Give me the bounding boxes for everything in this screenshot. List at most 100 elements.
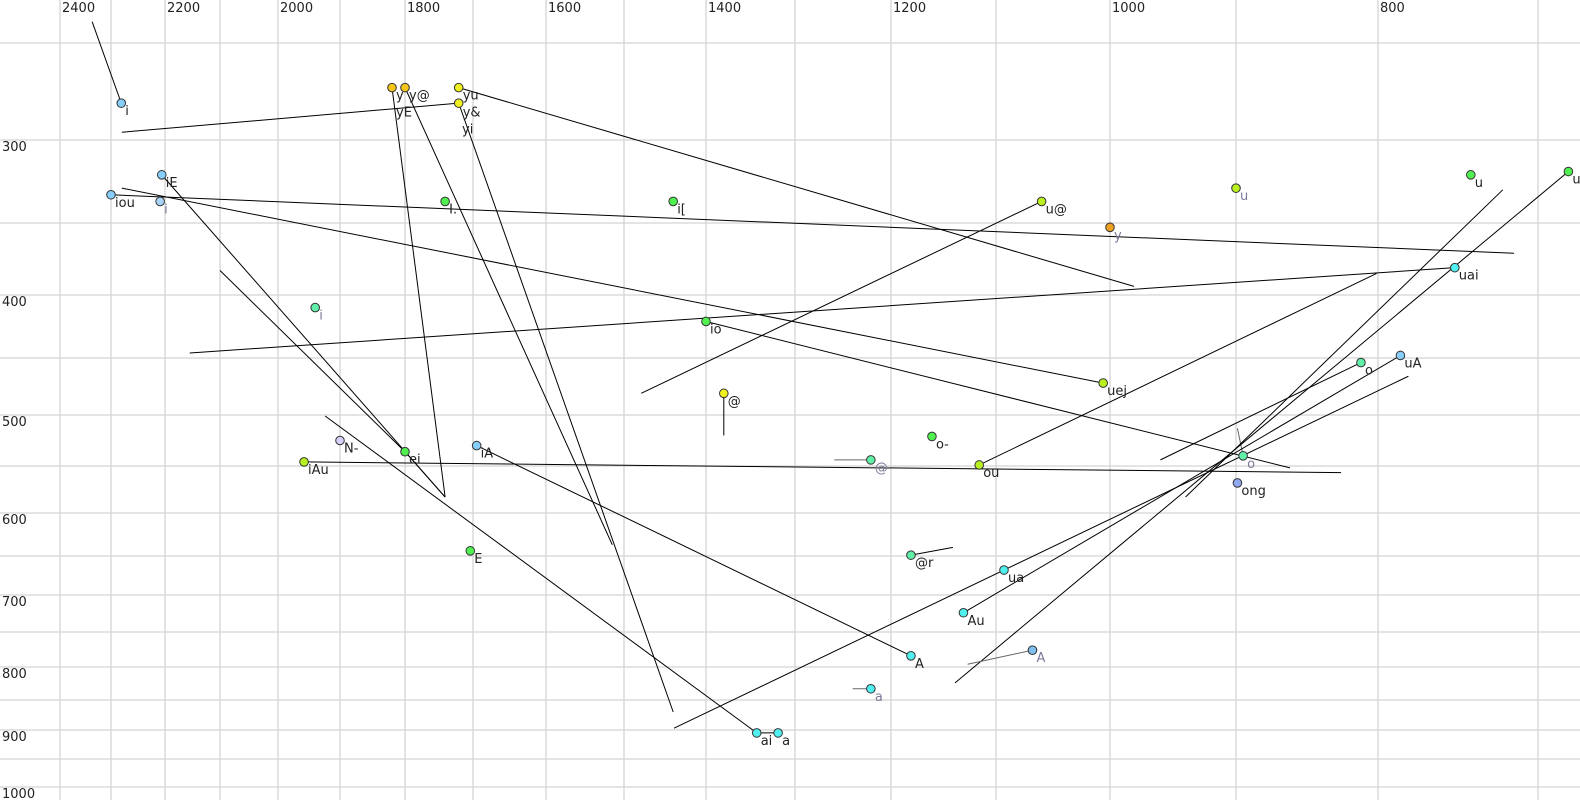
trajectory-segment: [967, 649, 1033, 665]
point-label: I.: [449, 202, 457, 217]
point-marker: [387, 82, 397, 93]
trajectory-segment: [641, 200, 1042, 394]
data-point-u: u: [1466, 170, 1483, 191]
y-tick-label: 500: [2, 415, 27, 430]
data-point-@: @: [866, 455, 888, 476]
point-marker: [719, 388, 729, 399]
point-marker: [701, 316, 711, 327]
trajectory-segment: [121, 102, 459, 133]
point-marker: [310, 302, 321, 313]
trajectory-segment: [1160, 362, 1362, 461]
data-point-uA: uA: [1395, 350, 1422, 371]
point-label: i[: [677, 202, 686, 217]
y-tick-label: 300: [2, 140, 27, 155]
point-marker: [927, 431, 937, 442]
data-point-iE: iE: [156, 170, 178, 191]
trajectory-segment: [391, 87, 446, 498]
trajectory-segment: [161, 174, 446, 498]
trajectory-segment: [189, 267, 1455, 354]
trajectory-segment: [1185, 189, 1504, 498]
point-marker: [155, 196, 165, 207]
point-label: y&: [463, 106, 481, 121]
data-point-y: y: [1105, 222, 1122, 243]
x-tick-label: 1600: [548, 1, 581, 16]
data-point-u: u: [1231, 183, 1248, 204]
point-label: iE: [166, 176, 178, 191]
point-marker: [1027, 645, 1038, 656]
point-marker: [400, 446, 410, 457]
trajectory-segment: [404, 451, 446, 498]
point-label: A: [915, 657, 924, 672]
point-marker: [1098, 378, 1108, 388]
trajectory-segment: [121, 187, 1104, 384]
axis-tick-labels: 2400 2200 2000 1800 1600 1400 1200 1000 800 300 40…: [2, 1, 1405, 800]
point-label: i: [319, 309, 323, 324]
point-marker: [958, 607, 969, 618]
point-marker: [773, 728, 783, 738]
point-label: a: [782, 734, 790, 749]
data-point-uai: uai: [1450, 262, 1479, 284]
x-tick-label: 2400: [62, 1, 95, 16]
x-tick-label: 1400: [708, 1, 741, 16]
x-tick-label: 1200: [893, 1, 926, 16]
point-label: uej: [1107, 384, 1127, 399]
point-marker: [1238, 451, 1248, 461]
data-point-u: u: [1563, 166, 1580, 188]
point-marker: [116, 98, 127, 108]
x-tick-label: 1000: [1112, 1, 1145, 16]
trajectory-segment: [978, 272, 1377, 466]
point-label: o: [1365, 364, 1373, 379]
y-tick-label: 800: [2, 667, 27, 682]
x-tick-label: 2200: [167, 1, 200, 16]
y-tick-label: 600: [2, 513, 27, 528]
data-point-u@: u@: [1036, 196, 1067, 217]
data-point-I.: I.: [440, 196, 457, 217]
point-label: @: [728, 394, 741, 409]
data-point-@r: @r: [906, 550, 934, 571]
trajectory-segment: [91, 21, 122, 104]
y-tick-label: 400: [2, 295, 27, 310]
point-label: i: [164, 202, 168, 217]
data-point-o-: o-: [927, 431, 949, 452]
trajectory-segment: [110, 194, 1515, 254]
point-label: yE: [396, 106, 412, 121]
y-tick-label: 1000: [2, 787, 35, 800]
point-marker: [1232, 478, 1243, 488]
data-point-A: A: [906, 651, 924, 672]
trajectory-segment: [404, 87, 613, 546]
x-tick-label: 800: [1380, 1, 1405, 16]
point-label: a: [875, 690, 883, 705]
data-point-iou: iou: [106, 189, 135, 211]
point-label: E: [474, 552, 482, 567]
x-tick-label: 1800: [407, 1, 440, 16]
point-label: i: [125, 104, 129, 119]
data-point-E: E: [465, 546, 482, 567]
data-point-a: a: [866, 683, 883, 705]
trajectory-segment: [910, 546, 954, 556]
point-label: uA: [1404, 356, 1421, 371]
point-marker: [453, 82, 464, 93]
point-label: uai: [1459, 269, 1479, 284]
data-point-A: A: [1027, 645, 1045, 666]
point-label: y: [396, 89, 404, 104]
data-point-ou: ou: [974, 460, 999, 481]
point-label: o-: [936, 437, 949, 452]
data-point-ong: ong: [1232, 478, 1266, 499]
data-point-iAu: iAu: [299, 457, 329, 478]
point-marker: [906, 550, 916, 560]
point-marker: [471, 440, 482, 451]
trajectory-segment: [673, 375, 1409, 729]
trajectory-segment: [458, 87, 1135, 287]
data-point-io: io: [701, 316, 722, 337]
trajectory-segment: [304, 461, 1342, 474]
point-marker: [1563, 166, 1574, 177]
trajectory-segment: [954, 171, 1569, 684]
point-marker: [335, 435, 345, 446]
point-marker: [1395, 350, 1406, 361]
data-point-yE: yE: [396, 106, 412, 121]
data-point-o: o: [1238, 451, 1255, 472]
point-marker: [106, 189, 116, 200]
point-label: iA: [481, 447, 494, 462]
trajectory-segment: [705, 320, 1291, 469]
